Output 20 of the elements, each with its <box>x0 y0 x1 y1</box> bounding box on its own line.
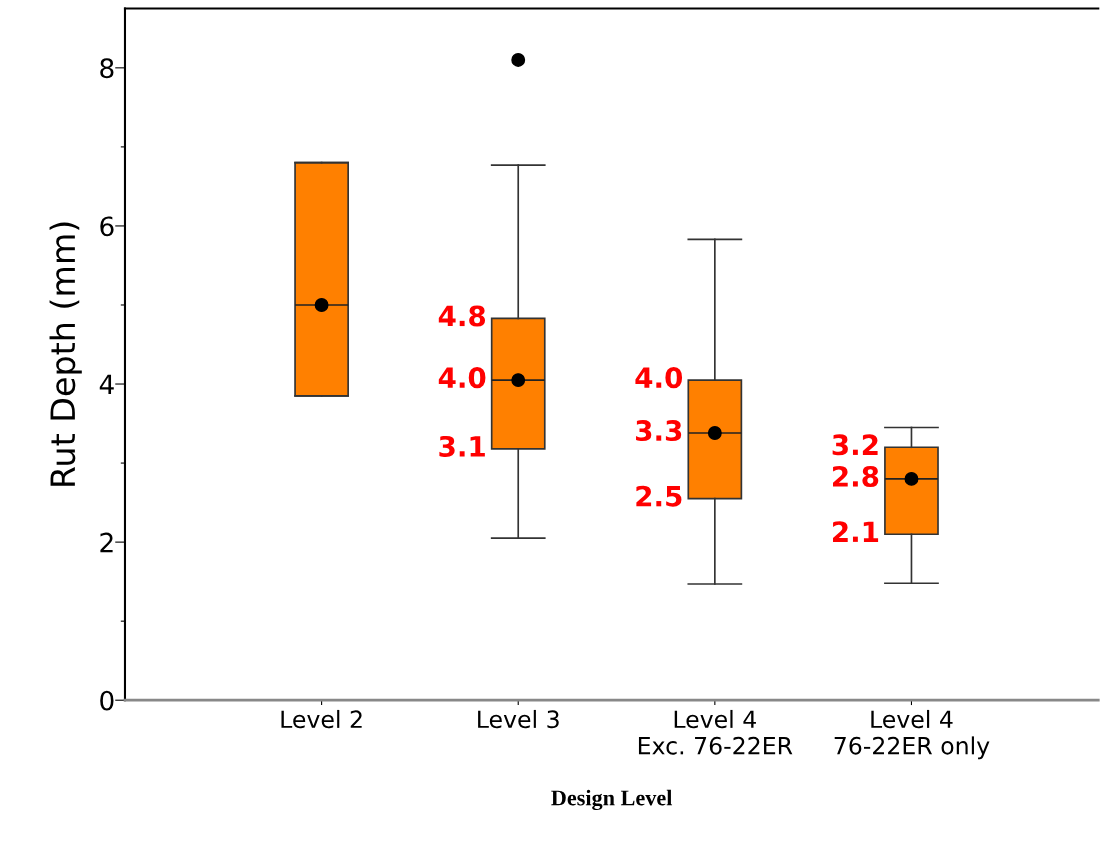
annotation: 4.0 <box>438 367 486 389</box>
annotation: 3.1 <box>439 435 485 457</box>
annotation: 4.8 <box>438 305 486 327</box>
annotation: 4.0 <box>635 367 683 389</box>
annotation: 2.5 <box>636 485 682 507</box>
y-axis-title: Rut Depth (mm) <box>49 222 82 486</box>
x-tick-label: Level 2 <box>281 709 362 729</box>
annotation: 3.2 <box>832 434 878 456</box>
y-tick-label: 4 <box>99 374 114 395</box>
x-axis-title: Design Level <box>551 789 673 811</box>
y-tick-label: 8 <box>100 58 114 79</box>
annotation: 2.1 <box>833 521 879 542</box>
y-tick-label: 6 <box>100 216 114 237</box>
annotation: 2.8 <box>833 465 879 487</box>
x-tick-label: Level 4 Exc. 76-22ER <box>638 709 793 755</box>
y-tick-label: 0 <box>100 690 114 711</box>
x-tick-label: Level 4 76-22ER only <box>834 709 990 760</box>
x-tick-label: Level 3 <box>478 709 559 729</box>
y-tick-label: 2 <box>100 532 113 553</box>
annotation: 3.3 <box>636 420 682 442</box>
